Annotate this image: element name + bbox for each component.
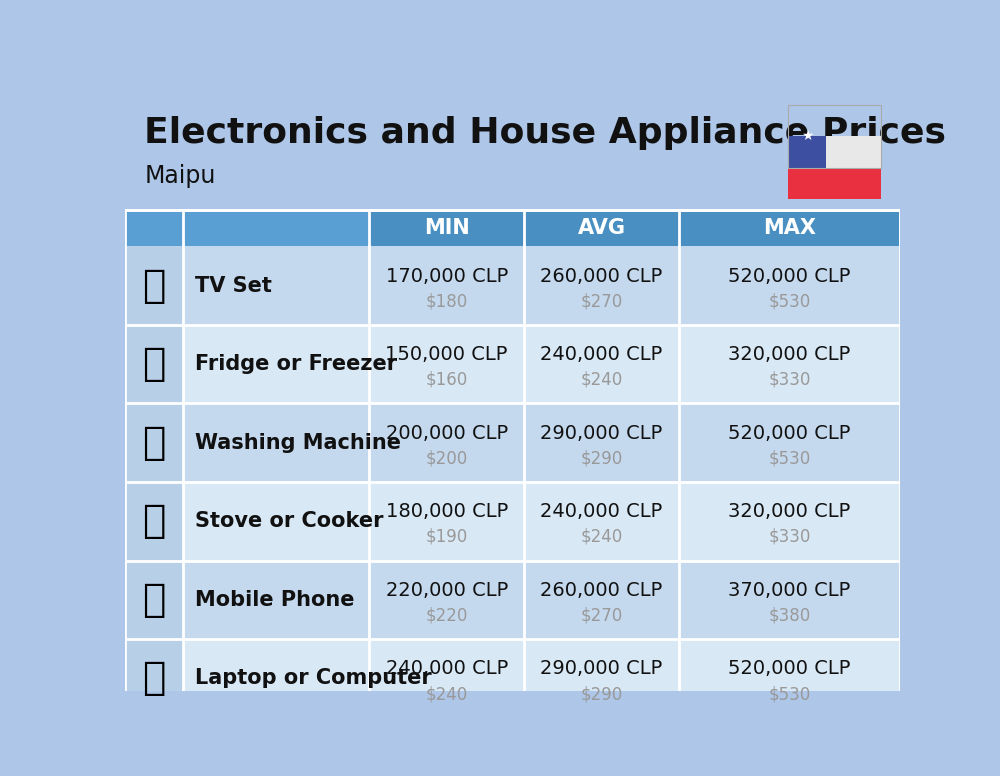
- Text: 170,000 CLP: 170,000 CLP: [386, 267, 508, 286]
- Bar: [369, 210, 524, 246]
- Text: $240: $240: [426, 685, 468, 703]
- Bar: [183, 639, 900, 718]
- Bar: [125, 482, 183, 560]
- Text: $270: $270: [580, 607, 623, 625]
- Text: Electronics and House Appliance Prices: Electronics and House Appliance Prices: [144, 116, 946, 151]
- Text: $190: $190: [426, 528, 468, 546]
- Text: 180,000 CLP: 180,000 CLP: [386, 502, 508, 521]
- Text: $240: $240: [580, 528, 623, 546]
- Text: 290,000 CLP: 290,000 CLP: [540, 424, 663, 443]
- Text: 🔥: 🔥: [142, 502, 166, 540]
- Text: Washing Machine: Washing Machine: [195, 433, 401, 452]
- Text: 220,000 CLP: 220,000 CLP: [386, 581, 508, 600]
- Text: 520,000 CLP: 520,000 CLP: [728, 424, 851, 443]
- Text: $330: $330: [768, 371, 811, 389]
- Text: Stove or Cooker: Stove or Cooker: [195, 511, 383, 532]
- Bar: [788, 137, 826, 168]
- Text: 📱: 📱: [142, 580, 166, 618]
- Text: 📺: 📺: [142, 267, 166, 305]
- Text: 520,000 CLP: 520,000 CLP: [728, 267, 851, 286]
- Bar: [125, 210, 369, 246]
- Text: 520,000 CLP: 520,000 CLP: [728, 660, 851, 678]
- Text: 370,000 CLP: 370,000 CLP: [728, 581, 851, 600]
- Text: $290: $290: [580, 685, 623, 703]
- Bar: [183, 560, 900, 639]
- Bar: [183, 246, 900, 325]
- Text: ★: ★: [801, 130, 813, 144]
- Bar: [125, 210, 900, 718]
- Text: $180: $180: [426, 293, 468, 310]
- Text: $220: $220: [425, 607, 468, 625]
- Text: $530: $530: [768, 449, 811, 467]
- Text: $530: $530: [768, 685, 811, 703]
- Text: 🧊: 🧊: [142, 345, 166, 383]
- Bar: [183, 404, 900, 482]
- Bar: [788, 137, 881, 168]
- Bar: [679, 210, 900, 246]
- Text: 290,000 CLP: 290,000 CLP: [540, 660, 663, 678]
- Text: Mobile Phone: Mobile Phone: [195, 590, 354, 610]
- Text: 260,000 CLP: 260,000 CLP: [540, 267, 663, 286]
- Text: 320,000 CLP: 320,000 CLP: [728, 345, 851, 364]
- Text: $290: $290: [580, 449, 623, 467]
- Text: Maipu: Maipu: [144, 165, 216, 189]
- Text: MAX: MAX: [763, 218, 816, 238]
- Text: 150,000 CLP: 150,000 CLP: [385, 345, 508, 364]
- Text: 💻: 💻: [142, 660, 166, 698]
- Text: AVG: AVG: [578, 218, 626, 238]
- Bar: [788, 105, 881, 168]
- Bar: [183, 482, 900, 560]
- Text: Fridge or Freezer: Fridge or Freezer: [195, 354, 397, 374]
- Text: 240,000 CLP: 240,000 CLP: [540, 345, 663, 364]
- Text: $160: $160: [426, 371, 468, 389]
- Text: 240,000 CLP: 240,000 CLP: [540, 502, 663, 521]
- Text: $240: $240: [580, 371, 623, 389]
- Text: $200: $200: [426, 449, 468, 467]
- Text: $380: $380: [768, 607, 811, 625]
- Bar: [125, 404, 183, 482]
- Bar: [125, 639, 183, 718]
- Text: 200,000 CLP: 200,000 CLP: [386, 424, 508, 443]
- Bar: [125, 246, 183, 325]
- Text: TV Set: TV Set: [195, 275, 272, 296]
- Text: 320,000 CLP: 320,000 CLP: [728, 502, 851, 521]
- Text: 260,000 CLP: 260,000 CLP: [540, 581, 663, 600]
- Text: $330: $330: [768, 528, 811, 546]
- Bar: [524, 210, 679, 246]
- Bar: [788, 168, 881, 199]
- Text: $530: $530: [768, 293, 811, 310]
- Text: Laptop or Computer: Laptop or Computer: [195, 668, 432, 688]
- Text: $270: $270: [580, 293, 623, 310]
- Bar: [125, 560, 183, 639]
- Text: 🌀: 🌀: [142, 424, 166, 462]
- Bar: [183, 325, 900, 404]
- Text: 240,000 CLP: 240,000 CLP: [386, 660, 508, 678]
- Text: MIN: MIN: [424, 218, 470, 238]
- Bar: [125, 325, 183, 404]
